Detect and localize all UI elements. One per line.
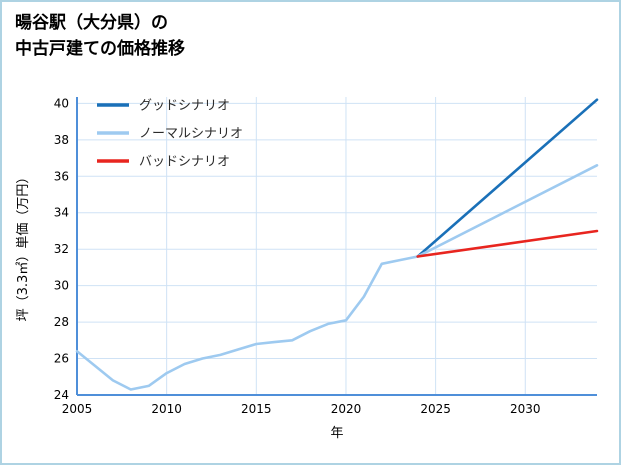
y-tick-label: 24: [54, 388, 69, 402]
y-tick-label: 38: [54, 133, 69, 147]
y-axis-label: 坪（3.3㎡）単価（万円）: [15, 171, 31, 322]
x-axis-label: 年: [330, 426, 343, 441]
series-good: [416, 98, 599, 258]
y-tick-label: 36: [54, 169, 69, 183]
series-normal: [416, 164, 599, 258]
y-tick-label: 40: [54, 96, 69, 110]
y-tick-label: 32: [54, 242, 69, 256]
y-tick-label: 34: [54, 206, 69, 220]
legend-item: ノーマルシナリオ: [97, 127, 243, 142]
y-tick-label: 28: [54, 315, 69, 329]
legend-item: バッドシナリオ: [97, 155, 230, 170]
series-bad: [416, 229, 599, 258]
x-tick-label: 2010: [151, 402, 182, 416]
x-tick-label: 2005: [62, 402, 93, 416]
x-tick-label: 2030: [510, 402, 541, 416]
x-tick-label: 2020: [331, 402, 362, 416]
chart-title-line1: 暘谷駅（大分県）の: [15, 13, 168, 33]
legend-item: グッドシナリオ: [97, 99, 230, 114]
legend-label: バッドシナリオ: [139, 155, 230, 170]
series-normal: [75, 255, 420, 391]
legend-label: グッドシナリオ: [139, 99, 230, 114]
chart-title: 暘谷駅（大分県）の 中古戸建ての価格推移: [15, 10, 185, 63]
x-tick-label: 2025: [420, 402, 451, 416]
chart-title-line2: 中古戸建ての価格推移: [15, 39, 185, 60]
y-tick-label: 30: [54, 279, 69, 293]
legend-label: ノーマルシナリオ: [139, 127, 243, 142]
x-tick-label: 2015: [241, 402, 272, 416]
y-tick-label: 26: [54, 352, 69, 366]
